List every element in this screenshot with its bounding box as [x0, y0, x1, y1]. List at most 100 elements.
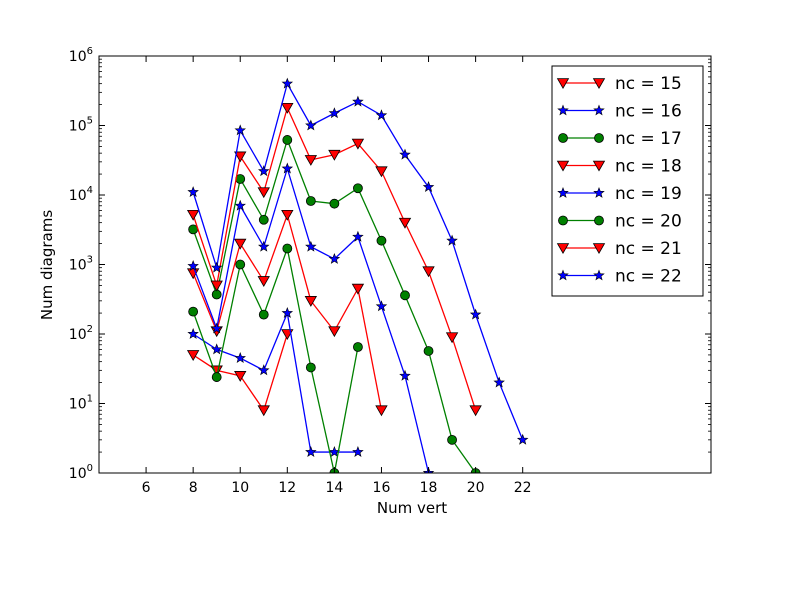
data-point: [329, 198, 340, 209]
data-point: [375, 109, 388, 121]
y-tick-label: 101: [69, 394, 93, 413]
data-point: [257, 276, 270, 287]
data-point: [305, 240, 317, 252]
data-point: [352, 446, 364, 457]
data-point: [493, 376, 505, 388]
series-4: [186, 209, 388, 417]
legend-item: nc = 16: [557, 102, 682, 122]
x-tick-label: 16: [373, 480, 391, 496]
plot-marks: [186, 77, 529, 473]
x-tick-label: 12: [278, 480, 296, 496]
data-point: [399, 148, 411, 160]
data-point: [258, 309, 269, 320]
legend-marker: [557, 104, 569, 116]
legend-marker: [556, 243, 570, 255]
y-tick-exponent: 2: [87, 324, 93, 335]
data-point: [446, 234, 458, 246]
legend-marker: [593, 269, 605, 281]
legend-item: nc = 17: [558, 129, 682, 149]
data-point: [211, 372, 222, 382]
legend-marker: [594, 133, 604, 143]
y-tick-exponent: 4: [87, 185, 93, 196]
y-tick-base: 10: [69, 466, 87, 482]
y-tick-base: 10: [69, 49, 87, 65]
data-point: [234, 124, 246, 136]
data-point: [400, 290, 410, 301]
data-point: [422, 181, 435, 192]
data-point: [351, 283, 365, 295]
series-5: [187, 162, 435, 473]
legend-marker: [593, 186, 605, 198]
series-7: [186, 102, 482, 417]
legend-item: nc = 21: [556, 239, 682, 259]
data-point: [376, 235, 387, 246]
legend-label: nc = 19: [615, 184, 682, 204]
data-point: [399, 369, 411, 381]
data-point: [210, 280, 223, 292]
legend-item: nc = 15: [556, 74, 682, 94]
data-point: [282, 243, 293, 254]
data-point: [328, 149, 341, 161]
data-point: [352, 230, 364, 242]
data-point: [351, 138, 365, 150]
y-tick-label: 106: [69, 46, 93, 65]
y-tick-label: 103: [69, 255, 93, 274]
y-tick-label: 102: [69, 324, 93, 343]
data-point: [328, 252, 341, 264]
x-tick-label: 8: [189, 480, 198, 496]
legend-marker: [593, 104, 605, 116]
data-point: [186, 209, 200, 221]
y-tick-exponent: 1: [87, 394, 93, 405]
data-point: [375, 405, 388, 417]
data-point: [257, 405, 270, 417]
data-point: [304, 155, 318, 166]
legend-marker: [556, 160, 570, 172]
data-point: [234, 199, 246, 211]
data-point: [257, 187, 270, 199]
x-axis-label: Num vert: [377, 499, 447, 517]
y-tick-label: 100: [69, 463, 93, 482]
data-point: [210, 343, 223, 355]
legend-marker: [594, 215, 604, 226]
data-point: [469, 405, 482, 417]
legend-marker: [592, 160, 606, 172]
data-point: [447, 434, 457, 445]
data-point: [258, 165, 270, 177]
x-tick-label: 14: [325, 480, 343, 496]
data-point: [234, 371, 247, 382]
legend-marker: [557, 269, 569, 281]
data-point: [282, 135, 293, 145]
data-point: [281, 307, 294, 318]
data-point: [187, 260, 199, 271]
data-point: [234, 352, 246, 363]
y-axis-label: Num diagrams: [38, 210, 56, 320]
legend-marker: [558, 215, 568, 226]
y-tick-label: 105: [69, 116, 93, 135]
x-tick-label: 18: [420, 480, 438, 496]
data-point: [469, 308, 482, 320]
legend-item: nc = 20: [558, 212, 682, 232]
data-point: [281, 209, 294, 221]
legend-item: nc = 19: [557, 184, 682, 204]
y-tick-base: 10: [69, 327, 87, 343]
data-point: [234, 238, 247, 250]
legend-item: nc = 18: [556, 157, 682, 177]
legend-marker: [558, 133, 568, 143]
data-point: [445, 332, 459, 344]
data-point: [305, 196, 316, 206]
data-point: [353, 183, 363, 194]
data-point: [187, 186, 199, 198]
legend-item: nc = 22: [557, 267, 682, 287]
legend-marker: [557, 186, 569, 198]
data-point: [328, 107, 341, 119]
legend-marker: [592, 243, 606, 255]
legend-box: [551, 65, 704, 297]
y-tick-base: 10: [69, 188, 87, 204]
data-point: [352, 95, 364, 107]
legend-label: nc = 20: [615, 212, 682, 232]
data-point: [305, 119, 317, 131]
data-point: [281, 77, 294, 89]
data-point: [281, 162, 294, 174]
